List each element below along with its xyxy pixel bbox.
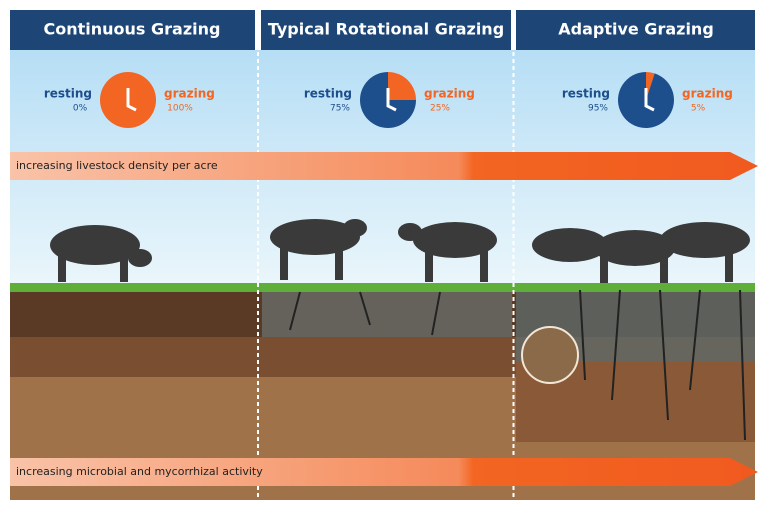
top-arrow: increasing livestock density per acre [10, 152, 758, 180]
grazing-value: 100% [167, 104, 193, 114]
resting-label: resting [44, 87, 92, 101]
arrow-label: increasing livestock density per acre [16, 159, 218, 172]
resting-value: 95% [588, 104, 608, 114]
grazing-label: grazing [682, 87, 733, 101]
panel-title: Continuous Grazing [44, 20, 221, 39]
bottom-arrow: increasing microbial and mycorrhizal act… [10, 458, 758, 486]
resting-label: resting [304, 87, 352, 101]
resting-value: 75% [330, 104, 350, 114]
panel-title: Adaptive Grazing [558, 20, 714, 39]
grazing-label: grazing [424, 87, 475, 101]
grazing-label: grazing [164, 87, 215, 101]
grazing-value: 5% [691, 104, 706, 114]
microbe-inset [522, 327, 578, 383]
resting-label: resting [562, 87, 610, 101]
resting-value: 0% [73, 104, 88, 114]
arrow-label: increasing microbial and mycorrhizal act… [16, 465, 263, 478]
grazing-value: 25% [430, 104, 450, 114]
infographic: increasing livestock density per acre in… [0, 0, 761, 506]
panel-title: Typical Rotational Grazing [268, 20, 504, 39]
